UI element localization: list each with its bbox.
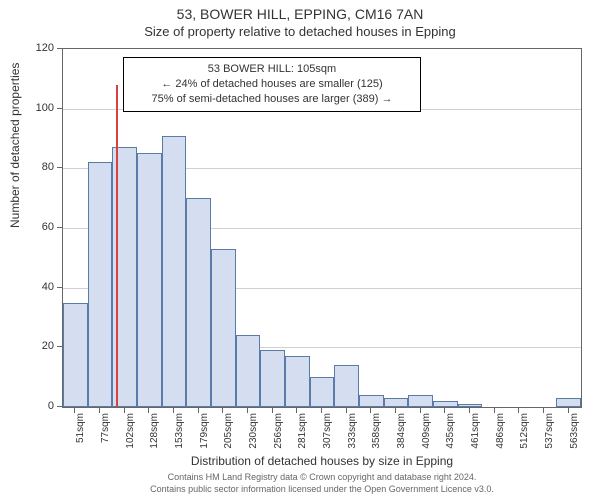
histogram-bar	[384, 398, 409, 407]
histogram-bar	[63, 303, 88, 407]
histogram-bar	[285, 356, 310, 407]
histogram-bar	[211, 249, 236, 407]
x-tick-label: 256sqm	[273, 413, 284, 449]
y-tick-label: 20	[42, 340, 54, 352]
histogram-bar	[334, 365, 359, 407]
x-tick-label: 281sqm	[297, 413, 308, 449]
x-tick-label: 205sqm	[223, 413, 234, 449]
x-tick-label: 435sqm	[445, 413, 456, 449]
x-tick-label: 409sqm	[421, 413, 432, 449]
attribution-line2: Contains public sector information licen…	[62, 484, 582, 496]
histogram-bar	[137, 153, 162, 407]
x-tick-label: 153sqm	[174, 413, 185, 449]
x-tick-label: 128sqm	[149, 413, 160, 449]
chart-title-main: 53, BOWER HILL, EPPING, CM16 7AN	[0, 6, 600, 22]
y-tick-label: 40	[42, 281, 54, 293]
callout-box: 53 BOWER HILL: 105sqm← 24% of detached h…	[123, 57, 421, 112]
chart-title-sub: Size of property relative to detached ho…	[0, 24, 600, 39]
y-tick-label: 60	[42, 221, 54, 233]
x-tick-label: 537sqm	[544, 413, 555, 449]
x-tick-label: 384sqm	[396, 413, 407, 449]
property-marker-line	[116, 85, 118, 407]
histogram-bar	[260, 350, 285, 407]
plot-area: 53 BOWER HILL: 105sqm← 24% of detached h…	[62, 48, 582, 408]
x-tick-label: 77sqm	[100, 413, 111, 443]
x-tick-label: 563sqm	[569, 413, 580, 449]
x-tick-label: 51sqm	[75, 413, 86, 443]
x-tick-label: 179sqm	[199, 413, 210, 449]
histogram-bar	[310, 377, 335, 407]
y-tick-label: 100	[36, 102, 54, 114]
x-tick-label: 307sqm	[322, 413, 333, 449]
x-tick-label: 102sqm	[125, 413, 136, 449]
x-tick-label: 461sqm	[470, 413, 481, 449]
histogram-bar	[236, 335, 261, 407]
callout-line3: 75% of semi-detached houses are larger (…	[132, 92, 412, 107]
histogram-bar	[186, 198, 211, 407]
y-tick-label: 0	[48, 400, 54, 412]
histogram-bar	[88, 162, 113, 407]
histogram-bar	[359, 395, 384, 407]
callout-line2: ← 24% of detached houses are smaller (12…	[132, 77, 412, 92]
x-tick-label: 333sqm	[347, 413, 358, 449]
x-tick-label: 230sqm	[248, 413, 259, 449]
x-tick-label: 486sqm	[495, 413, 506, 449]
x-tick-label: 358sqm	[371, 413, 382, 449]
property-size-histogram: 53, BOWER HILL, EPPING, CM16 7AN Size of…	[0, 0, 600, 500]
histogram-bar	[433, 401, 458, 407]
y-tick-label: 120	[36, 42, 54, 54]
histogram-bar	[556, 398, 581, 407]
y-tick-label: 80	[42, 161, 54, 173]
histogram-bar	[458, 404, 483, 407]
x-tick-label: 512sqm	[519, 413, 530, 449]
attribution-text: Contains HM Land Registry data © Crown c…	[62, 472, 582, 495]
attribution-line1: Contains HM Land Registry data © Crown c…	[62, 472, 582, 484]
callout-line1: 53 BOWER HILL: 105sqm	[132, 62, 412, 77]
x-axis-label: Distribution of detached houses by size …	[62, 454, 582, 468]
histogram-bar	[162, 136, 187, 407]
y-axis-label: Number of detached properties	[8, 63, 22, 228]
histogram-bar	[408, 395, 433, 407]
